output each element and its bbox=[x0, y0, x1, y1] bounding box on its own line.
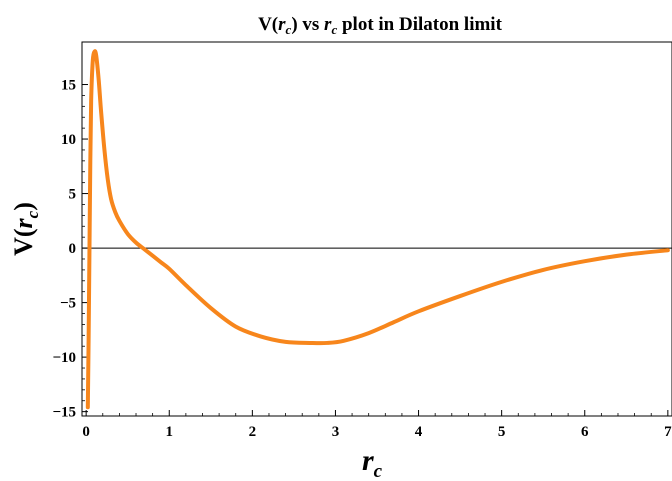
x-tick-label: 3 bbox=[332, 424, 340, 440]
x-tick-label: 0 bbox=[82, 424, 90, 440]
x-axis-ticks: 0 1 2 3 4 5 6 7 bbox=[82, 410, 672, 440]
y-tick-label: 10 bbox=[61, 132, 76, 148]
y-axis-label: V(rc) bbox=[9, 202, 42, 256]
y-tick-label: 5 bbox=[69, 187, 77, 203]
data-series-curve bbox=[85, 49, 670, 410]
x-tick-label: 1 bbox=[166, 424, 174, 440]
x-tick-label: 5 bbox=[498, 424, 506, 440]
x-tick-label: 2 bbox=[249, 424, 257, 440]
y-tick-label: 15 bbox=[61, 78, 76, 94]
y-tick-label: 0 bbox=[69, 241, 77, 257]
x-axis-label: rc bbox=[362, 444, 383, 481]
y-axis-ticks: −15 −10 −5 0 5 10 15 bbox=[52, 78, 88, 421]
x-tick-label: 6 bbox=[581, 424, 589, 440]
chart-title: V(rc) vs rc plot in Dilaton limit bbox=[258, 14, 503, 37]
y-tick-label: −10 bbox=[52, 350, 76, 366]
x-tick-label: 4 bbox=[415, 424, 423, 440]
x-tick-label: 7 bbox=[664, 424, 672, 440]
y-tick-label: −5 bbox=[60, 296, 76, 312]
plot-frame bbox=[81, 41, 672, 417]
y-tick-label: −15 bbox=[52, 405, 76, 421]
